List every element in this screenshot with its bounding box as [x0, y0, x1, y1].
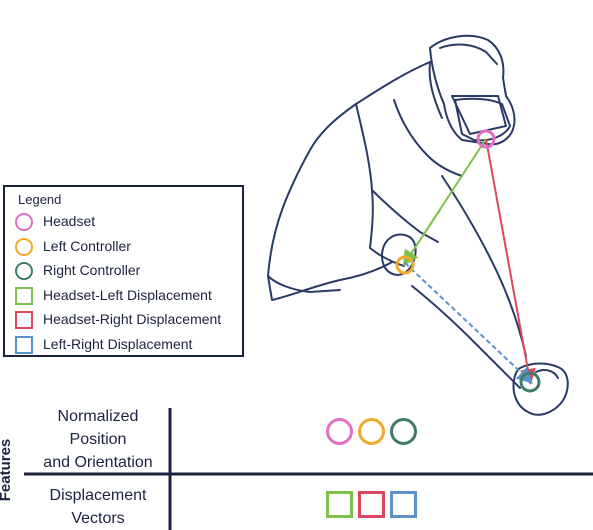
features-axis-label: Features: [0, 438, 14, 502]
legend-item-label: Headset: [43, 213, 96, 229]
left-right-displacement-arrow: [404, 262, 533, 384]
headset-right-displacement-arrow: [485, 138, 536, 385]
legend-circle-icon: [15, 237, 33, 256]
lower-body-outline: [267, 275, 341, 293]
legend-item-label: Headset-Left Displacement: [43, 286, 212, 303]
legend-item-label: Left Controller: [43, 237, 131, 254]
legend-item: Right Controller: [15, 261, 243, 281]
legend-item-label: Headset-Right Displacement: [43, 311, 222, 327]
headset-strap: [439, 43, 507, 135]
features-table-lines: [24, 408, 593, 530]
feature-row-label-displacement: Displacement Vectors: [30, 484, 166, 530]
legend-item: Headset: [15, 212, 243, 232]
legend-box: Legend Headset Left Controller Right Contr…: [3, 185, 244, 357]
feature-row-label-line: and Orientation: [43, 454, 153, 471]
headset-left-displacement-arrow: [402, 138, 487, 267]
feature-square-icon: [326, 491, 353, 518]
legend-square-icon: [15, 286, 33, 305]
feature-row-label-line: Position: [69, 431, 127, 448]
feature-circle-icon: [390, 418, 417, 445]
feature-row-label-line: Normalized: [57, 408, 139, 425]
right-controller-marker: [519, 371, 541, 393]
legend-item: Headset-Left Displacement: [15, 286, 243, 306]
legend-item-label: Left-Right Displacement: [43, 335, 193, 352]
feature-square-icon: [358, 491, 385, 518]
legend-circle-icon: [15, 213, 33, 231]
feature-row-label-line: Vectors: [71, 510, 125, 527]
right-hand: [512, 362, 569, 416]
right-arm-outline: [411, 175, 527, 389]
feature-row-label-normalized: Normalized Position and Orientation: [30, 405, 166, 474]
displacement-vectors: [402, 138, 536, 385]
legend-item: Left-Right Displacement: [15, 335, 243, 355]
feature-row-label-line: Displacement: [49, 487, 147, 504]
shirt-detail: [393, 61, 463, 177]
legend-item: Headset-Right Displacement: [15, 310, 243, 330]
right-controller-shape: [535, 369, 559, 379]
legend-item-label: Right Controller: [43, 262, 141, 278]
left-arm-outline: [369, 189, 439, 267]
legend-title: Legend: [18, 192, 62, 207]
shoulder-line: [355, 103, 374, 249]
legend-item: Left Controller: [15, 237, 243, 257]
headset-left-displacement-dashed: [404, 209, 441, 264]
device-markers: [395, 129, 541, 393]
legend-square-icon: [15, 311, 33, 329]
legend-circle-icon: [15, 262, 33, 280]
left-controller-marker: [395, 255, 415, 275]
head-outline: [429, 34, 516, 146]
feature-circle-icon: [358, 418, 385, 445]
headset-marker: [476, 129, 496, 149]
feature-circle-icon: [326, 418, 353, 445]
feature-square-icon: [390, 491, 417, 518]
person-illustration: [267, 34, 569, 416]
legend-square-icon: [15, 335, 33, 354]
